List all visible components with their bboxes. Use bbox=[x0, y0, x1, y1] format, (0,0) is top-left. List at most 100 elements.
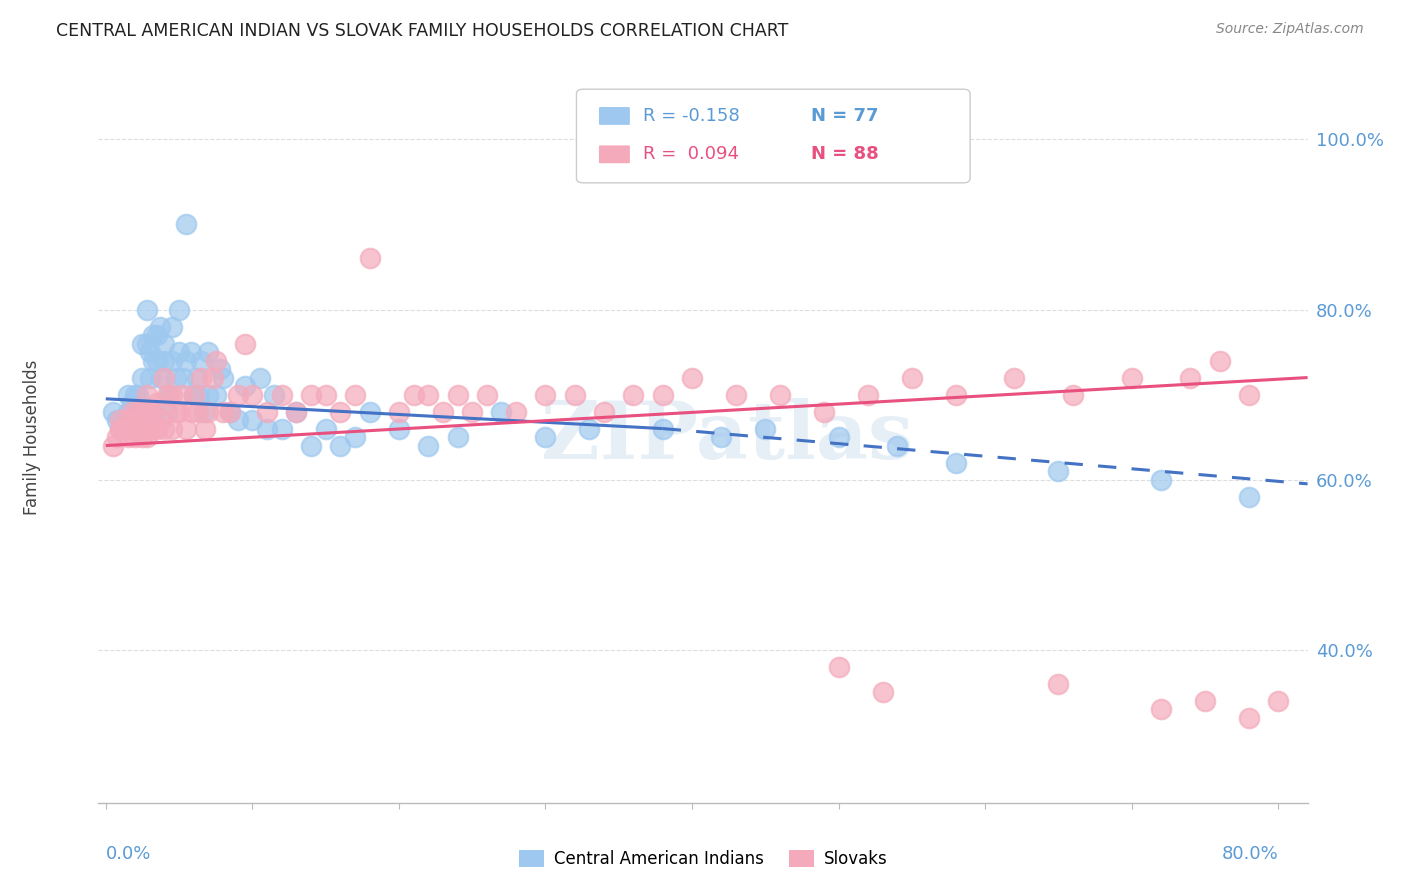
Point bbox=[299, 439, 322, 453]
Point bbox=[153, 370, 176, 384]
Point bbox=[209, 362, 232, 376]
Point bbox=[343, 430, 366, 444]
Point bbox=[856, 387, 879, 401]
Point bbox=[461, 404, 484, 418]
Point bbox=[945, 387, 967, 401]
Point bbox=[256, 404, 278, 418]
Point bbox=[187, 387, 209, 401]
Point bbox=[315, 387, 337, 401]
Point bbox=[534, 387, 557, 401]
Point bbox=[491, 404, 513, 418]
Point bbox=[135, 430, 157, 444]
Point bbox=[167, 404, 190, 418]
Point bbox=[219, 404, 242, 418]
Point bbox=[432, 404, 454, 418]
Point bbox=[233, 336, 256, 351]
Text: N = 88: N = 88 bbox=[811, 145, 879, 163]
Text: 80.0%: 80.0% bbox=[1222, 846, 1278, 863]
Point bbox=[131, 430, 153, 444]
Point bbox=[446, 430, 468, 444]
Point bbox=[505, 404, 527, 418]
Point bbox=[418, 439, 440, 453]
Point bbox=[142, 328, 165, 343]
Point bbox=[681, 370, 703, 384]
Point bbox=[138, 421, 160, 435]
Text: R =  0.094: R = 0.094 bbox=[643, 145, 738, 163]
Point bbox=[153, 336, 176, 351]
Point bbox=[150, 413, 173, 427]
Text: ZIPatlas: ZIPatlas bbox=[541, 398, 914, 476]
Point bbox=[131, 336, 153, 351]
Point bbox=[285, 404, 308, 418]
Point bbox=[212, 370, 235, 384]
Text: Family Households: Family Households bbox=[22, 359, 41, 515]
Point bbox=[165, 370, 187, 384]
Point bbox=[359, 404, 381, 418]
Point bbox=[124, 421, 146, 435]
Point bbox=[190, 370, 212, 384]
Point bbox=[197, 387, 219, 401]
Point bbox=[1062, 387, 1084, 401]
Point bbox=[180, 345, 202, 359]
Point bbox=[593, 404, 616, 418]
Point bbox=[1267, 694, 1289, 708]
Point bbox=[197, 404, 219, 418]
Point bbox=[724, 387, 747, 401]
Point bbox=[201, 370, 224, 384]
Text: Source: ZipAtlas.com: Source: ZipAtlas.com bbox=[1216, 22, 1364, 37]
Point bbox=[110, 421, 132, 435]
Point bbox=[534, 430, 557, 444]
Point bbox=[872, 685, 894, 699]
Point bbox=[121, 421, 143, 435]
Point bbox=[299, 387, 322, 401]
Point bbox=[388, 404, 411, 418]
Point bbox=[160, 421, 183, 435]
Point bbox=[1194, 694, 1216, 708]
Point bbox=[117, 413, 139, 427]
Text: R = -0.158: R = -0.158 bbox=[643, 107, 740, 125]
Point bbox=[135, 302, 157, 317]
Point bbox=[446, 387, 468, 401]
Point bbox=[107, 413, 129, 427]
Point bbox=[226, 413, 249, 427]
Point bbox=[1237, 490, 1260, 504]
Point bbox=[153, 421, 176, 435]
Point bbox=[1150, 473, 1173, 487]
Point bbox=[270, 387, 292, 401]
Point bbox=[101, 404, 124, 418]
Text: N = 77: N = 77 bbox=[811, 107, 879, 125]
Point bbox=[176, 421, 198, 435]
Point bbox=[101, 439, 124, 453]
Point bbox=[127, 421, 149, 435]
Point bbox=[172, 370, 194, 384]
Point bbox=[827, 659, 849, 673]
Point bbox=[813, 404, 835, 418]
Point bbox=[127, 387, 149, 401]
Legend: Central American Indians, Slovaks: Central American Indians, Slovaks bbox=[512, 844, 894, 875]
Point bbox=[160, 353, 183, 368]
Point bbox=[121, 404, 143, 418]
Point bbox=[183, 387, 205, 401]
Point bbox=[651, 387, 673, 401]
Point bbox=[1047, 464, 1070, 478]
Point bbox=[160, 319, 183, 334]
Point bbox=[167, 302, 190, 317]
Point bbox=[110, 421, 132, 435]
Point bbox=[124, 413, 146, 427]
Point bbox=[146, 353, 169, 368]
Point bbox=[256, 421, 278, 435]
Point bbox=[180, 404, 202, 418]
Point bbox=[138, 404, 160, 418]
Point bbox=[176, 353, 198, 368]
Point bbox=[886, 439, 908, 453]
Point bbox=[769, 387, 792, 401]
Point bbox=[402, 387, 425, 401]
Point bbox=[315, 421, 337, 435]
Point bbox=[183, 387, 205, 401]
Point bbox=[131, 370, 153, 384]
Point bbox=[117, 404, 139, 418]
Point bbox=[153, 353, 176, 368]
Point bbox=[190, 353, 212, 368]
Point bbox=[249, 370, 271, 384]
Point bbox=[186, 370, 208, 384]
